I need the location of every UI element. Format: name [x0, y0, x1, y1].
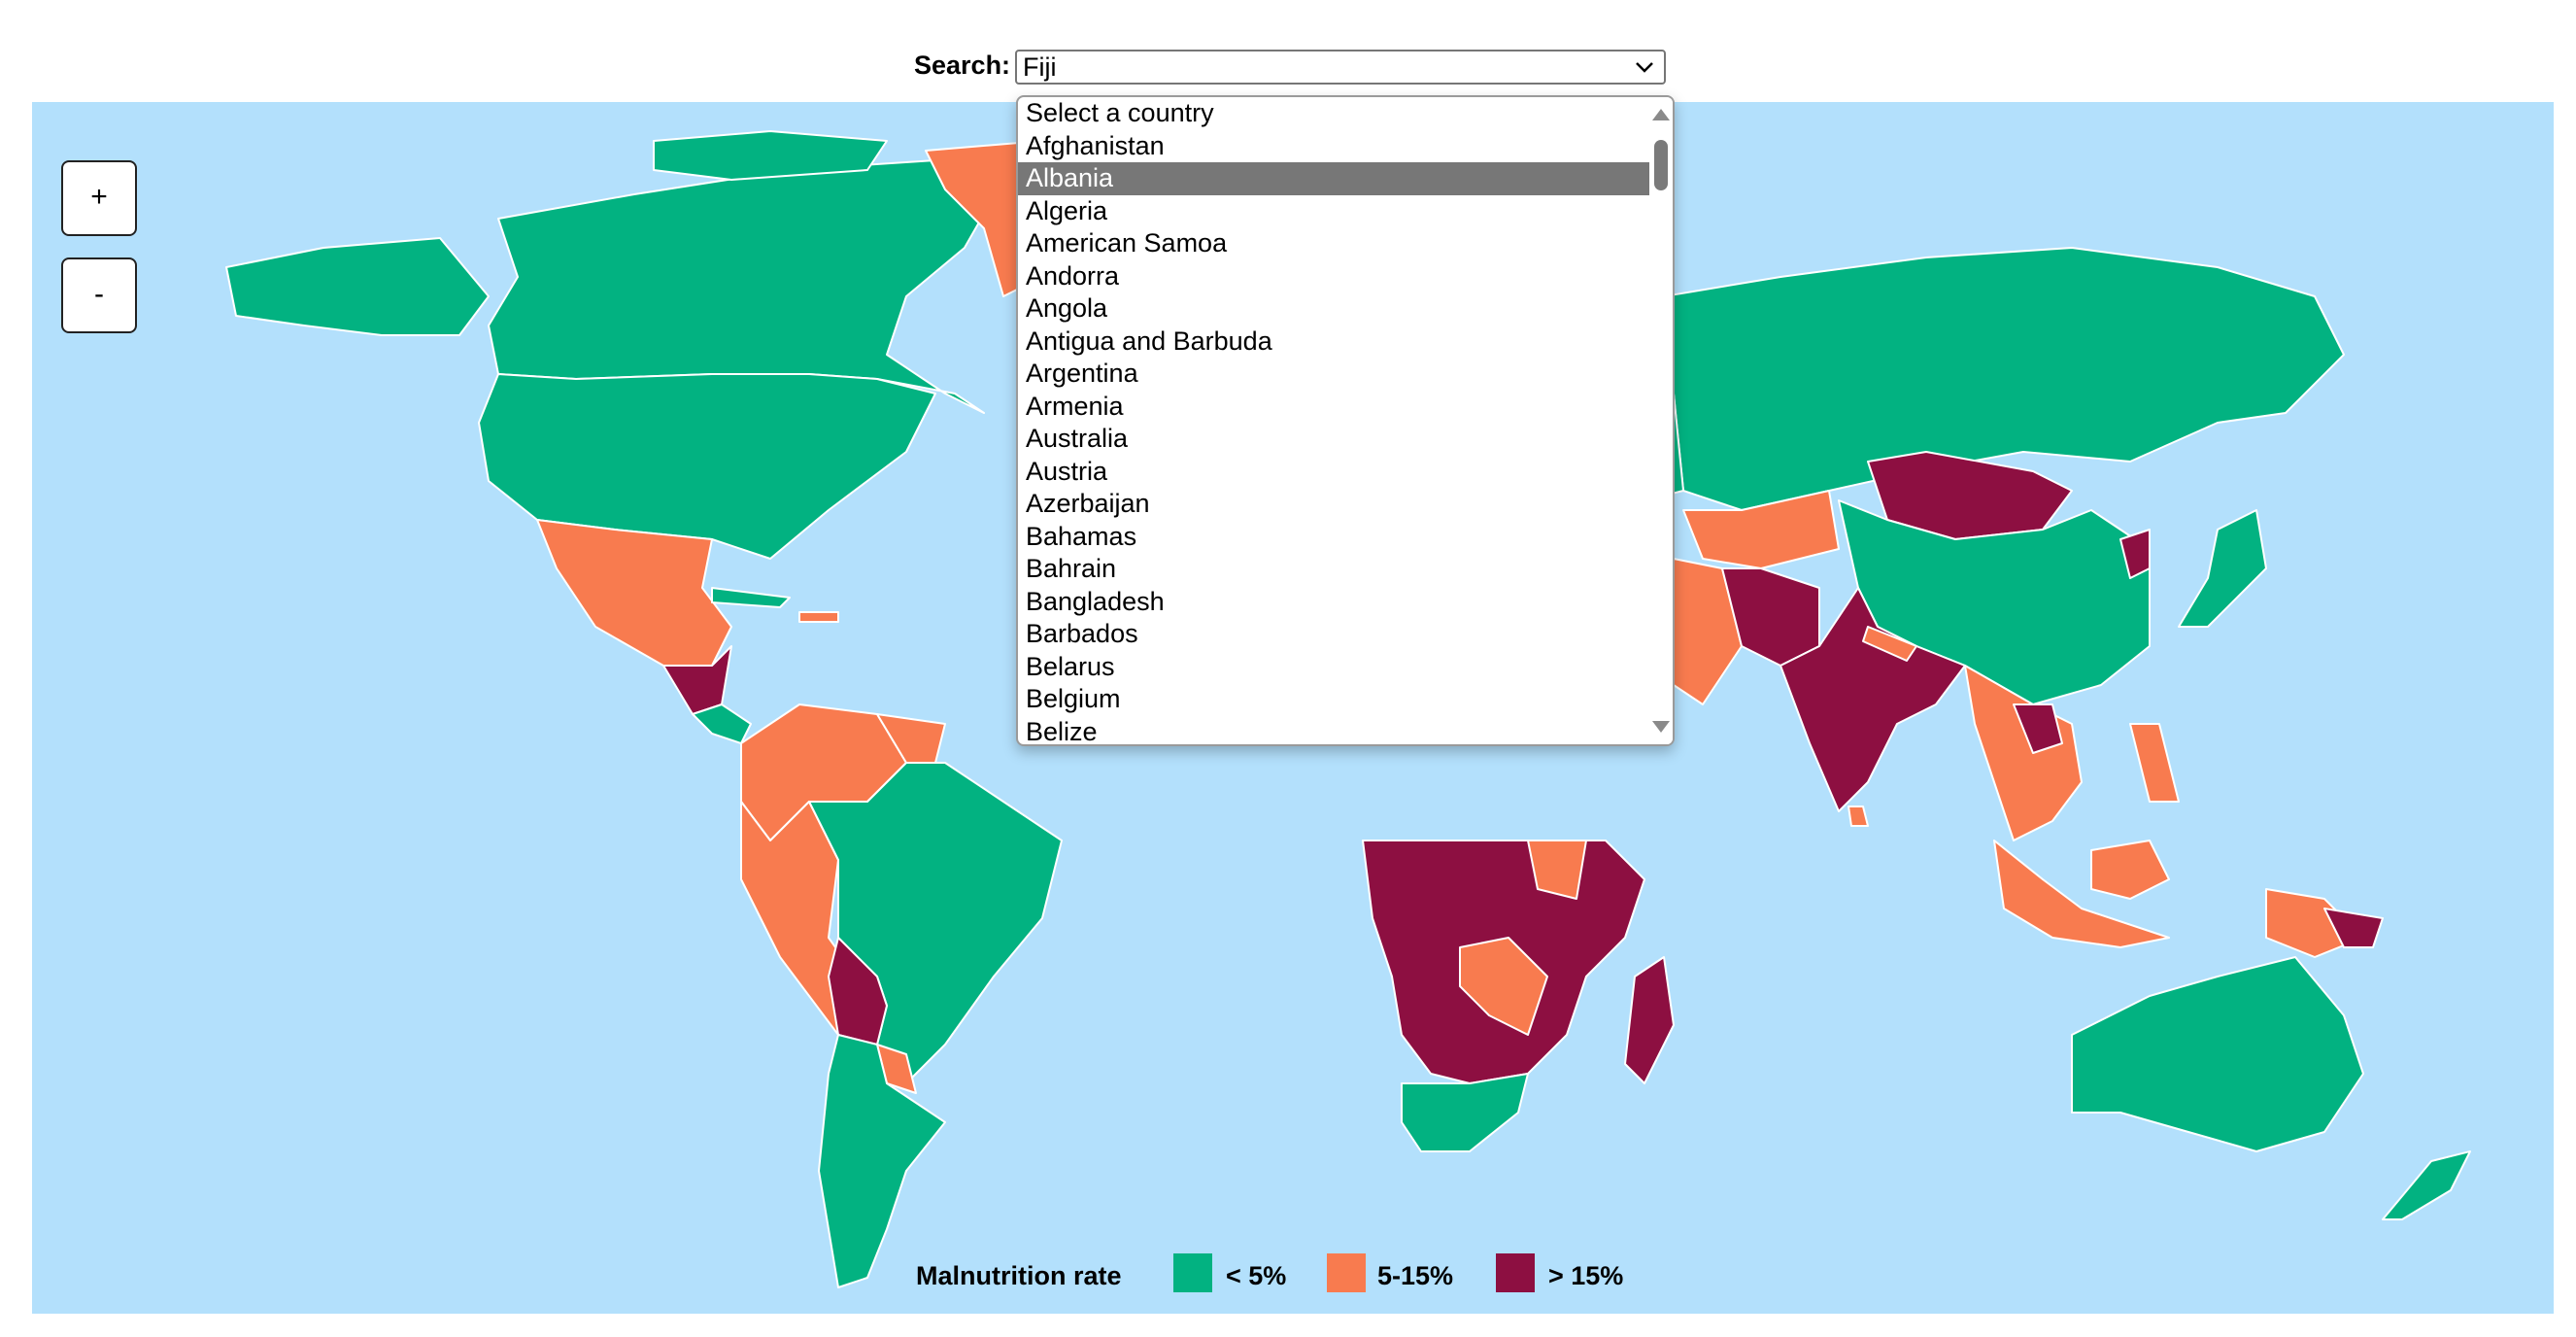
- legend: Malnutrition rate < 5% 5-15% > 15%: [0, 1253, 2576, 1296]
- country-option[interactable]: Angola: [1026, 293, 1108, 323]
- country-sri-lanka[interactable]: [1847, 806, 1869, 827]
- country-option[interactable]: Armenia: [1026, 391, 1124, 421]
- country-cuba[interactable]: [711, 587, 791, 608]
- country-japan[interactable]: [2178, 509, 2267, 628]
- country-central-america[interactable]: [662, 645, 732, 715]
- country-south-africa[interactable]: [1401, 1073, 1529, 1152]
- country-haiti[interactable]: [798, 611, 839, 623]
- zoom-out-button[interactable]: -: [61, 257, 137, 333]
- country-option[interactable]: Australia: [1026, 424, 1129, 453]
- scroll-up-arrow-icon[interactable]: [1652, 109, 1670, 120]
- country-nepal-bhutan[interactable]: [1862, 626, 1917, 662]
- country-laos[interactable]: [2013, 703, 2063, 754]
- country-canada-arctic[interactable]: [653, 130, 888, 181]
- country-new-zealand[interactable]: [2382, 1150, 2471, 1220]
- country-mexico[interactable]: [536, 519, 732, 667]
- legend-swatch-low: [1173, 1253, 1212, 1292]
- legend-label-low: < 5%: [1226, 1261, 1287, 1290]
- country-option[interactable]: Andorra: [1026, 260, 1120, 291]
- country-option[interactable]: Albania: [1018, 162, 1651, 195]
- legend-title: Malnutrition rate: [916, 1261, 1122, 1290]
- country-usa[interactable]: [478, 373, 936, 560]
- country-papua-east[interactable]: [2323, 908, 2384, 948]
- country-zambia-zimbabwe[interactable]: [1459, 937, 1548, 1036]
- country-costa-rica-panama[interactable]: [692, 703, 752, 744]
- country-option[interactable]: Bahrain: [1026, 554, 1117, 583]
- chevron-down-icon: [1636, 62, 1653, 73]
- country-option[interactable]: Austria: [1026, 456, 1108, 486]
- zoom-in-button[interactable]: +: [61, 160, 137, 236]
- dropdown-scrollbar[interactable]: [1649, 97, 1673, 744]
- country-central-asia[interactable]: [1682, 490, 1840, 569]
- country-option[interactable]: Barbados: [1026, 619, 1138, 648]
- country-option[interactable]: Select a country: [1026, 98, 1214, 127]
- country-india[interactable]: [1779, 587, 1966, 812]
- country-search-select[interactable]: Fiji: [1015, 50, 1666, 85]
- country-option[interactable]: American Samoa: [1026, 228, 1228, 257]
- country-philippines[interactable]: [2129, 723, 2180, 803]
- country-option[interactable]: Belize: [1026, 716, 1098, 746]
- search-label: Search:: [914, 51, 1011, 80]
- country-dropdown-list[interactable]: Select a country Afghanistan Albania Algeri…: [1016, 95, 1675, 746]
- country-madagascar[interactable]: [1624, 956, 1675, 1084]
- country-indonesia[interactable]: [1993, 840, 2170, 948]
- country-option[interactable]: Bahamas: [1026, 521, 1137, 551]
- country-option[interactable]: Algeria: [1026, 195, 1108, 225]
- country-options: Select a country Afghanistan Albania Algeri…: [1018, 97, 1651, 746]
- country-australia[interactable]: [2071, 956, 2364, 1152]
- scroll-down-arrow-icon[interactable]: [1652, 721, 1670, 733]
- country-option[interactable]: Belgium: [1026, 684, 1121, 713]
- country-option[interactable]: Antigua and Barbuda: [1026, 326, 1272, 356]
- country-usa-alaska[interactable]: [225, 237, 490, 336]
- legend-swatch-mid: [1327, 1253, 1366, 1292]
- country-option[interactable]: Argentina: [1026, 359, 1138, 388]
- legend-swatch-high: [1496, 1253, 1535, 1292]
- legend-label-high: > 15%: [1548, 1261, 1624, 1290]
- country-ethiopia[interactable]: [1527, 840, 1587, 900]
- search-select-value: Fiji: [1023, 52, 1057, 82]
- country-option[interactable]: Belarus: [1026, 651, 1115, 681]
- country-argentina-chile[interactable]: [818, 1034, 946, 1288]
- country-papua-new-guinea[interactable]: [2265, 888, 2364, 958]
- scroll-thumb[interactable]: [1654, 140, 1668, 190]
- country-option[interactable]: Azerbaijan: [1026, 489, 1150, 518]
- country-option[interactable]: Bangladesh: [1026, 586, 1165, 616]
- legend-label-mid: 5-15%: [1377, 1261, 1454, 1290]
- country-north-korea[interactable]: [2119, 529, 2151, 579]
- country-borneo[interactable]: [2090, 840, 2170, 900]
- country-option[interactable]: Afghanistan: [1026, 130, 1165, 160]
